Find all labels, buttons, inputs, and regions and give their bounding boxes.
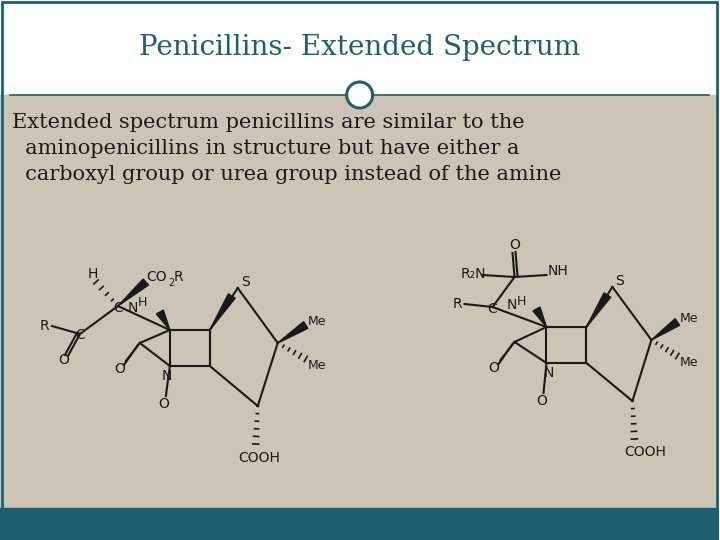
Text: R: R <box>40 319 50 333</box>
Text: R: R <box>174 270 184 284</box>
Text: Extended spectrum penicillins are similar to the: Extended spectrum penicillins are simila… <box>12 113 525 132</box>
Polygon shape <box>533 307 546 327</box>
Text: Penicillins- Extended Spectrum: Penicillins- Extended Spectrum <box>139 34 580 61</box>
Text: Me: Me <box>680 356 698 369</box>
Text: O: O <box>114 362 125 376</box>
Text: H: H <box>138 296 148 309</box>
Polygon shape <box>118 279 148 306</box>
Text: COOH: COOH <box>238 451 279 465</box>
Text: carboxyl group or urea group instead of the amine: carboxyl group or urea group instead of … <box>12 165 562 184</box>
Text: Me: Me <box>307 315 326 328</box>
Text: N: N <box>162 369 172 383</box>
Text: Me: Me <box>680 312 698 325</box>
Polygon shape <box>210 294 235 330</box>
Text: S: S <box>240 275 250 289</box>
Text: R₂N: R₂N <box>461 267 486 281</box>
Text: N: N <box>544 366 554 380</box>
Text: O: O <box>489 361 500 375</box>
Circle shape <box>346 82 373 108</box>
Text: O: O <box>58 353 69 367</box>
Text: N: N <box>128 301 138 315</box>
Text: O: O <box>158 397 168 411</box>
Polygon shape <box>652 319 680 340</box>
Text: 2: 2 <box>168 278 174 288</box>
Polygon shape <box>156 310 170 330</box>
Text: N: N <box>507 298 517 312</box>
Text: NH: NH <box>547 264 568 278</box>
Text: Me: Me <box>307 359 326 372</box>
Text: H: H <box>88 267 99 281</box>
Bar <box>0 0 719 95</box>
Text: S: S <box>616 274 624 288</box>
Text: C: C <box>487 302 498 316</box>
Polygon shape <box>587 293 611 327</box>
Text: C: C <box>113 301 122 315</box>
Text: H: H <box>516 295 526 308</box>
Text: O: O <box>510 238 521 252</box>
Bar <box>0 508 719 540</box>
Text: COOH: COOH <box>624 445 666 459</box>
Text: C: C <box>75 328 85 342</box>
Text: CO: CO <box>146 270 166 284</box>
Polygon shape <box>278 322 308 343</box>
Text: O: O <box>536 394 547 408</box>
Bar <box>0 95 719 508</box>
Text: aminopenicillins in structure but have either a: aminopenicillins in structure but have e… <box>12 139 519 158</box>
Text: R: R <box>453 297 462 311</box>
